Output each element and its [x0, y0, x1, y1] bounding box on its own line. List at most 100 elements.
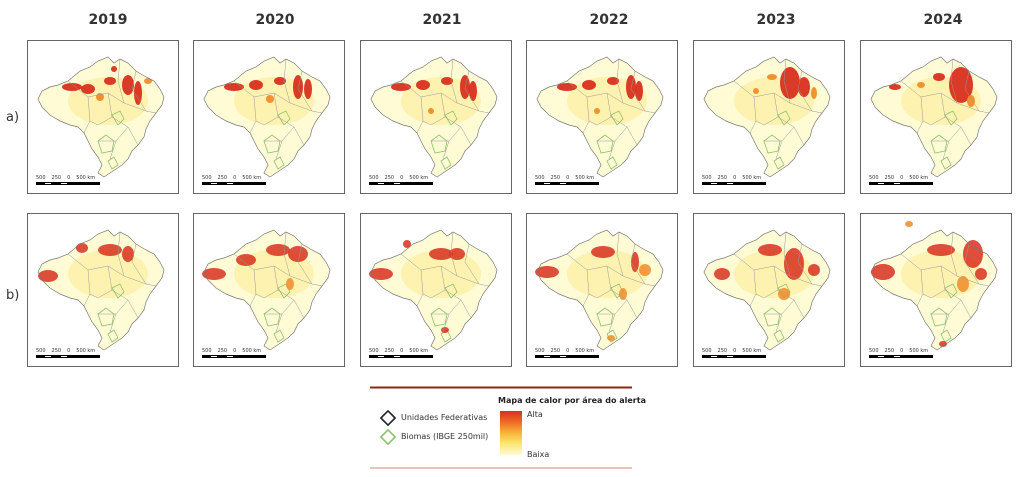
scale-bar-label: 500 — [702, 175, 712, 181]
heatmap-high-label: Alta — [527, 410, 543, 419]
scale-bar-label: 500 km — [575, 175, 595, 181]
biome-boundary — [930, 307, 948, 327]
heat-hotspot — [619, 288, 627, 300]
state-boundary — [255, 289, 279, 299]
biome-boundary — [107, 329, 119, 343]
state-boundary — [922, 289, 946, 299]
heat-hotspot — [939, 341, 947, 347]
heat-hotspot — [460, 75, 470, 99]
heat-hotspot — [957, 276, 969, 292]
heat-hotspot — [889, 84, 901, 90]
brazil-map — [870, 221, 998, 351]
state-boundary — [630, 70, 646, 112]
scale-bar: 500 250 0 500 km — [702, 175, 766, 185]
biome-boundary — [107, 156, 119, 170]
state-boundary — [783, 58, 791, 104]
state-boundary — [440, 92, 472, 146]
scale-bar-label: 250 — [384, 175, 395, 181]
scale-bar-label: 500 — [202, 175, 212, 181]
biome-boundary — [763, 134, 781, 154]
state-boundary — [297, 243, 313, 285]
heat-hotspot — [236, 254, 256, 266]
scale-bar-label: 0 — [566, 348, 570, 354]
heat-hotspot — [429, 248, 453, 260]
scale-bar-label: 250 — [550, 348, 561, 354]
country-border — [370, 56, 498, 178]
biome-boundary — [596, 134, 614, 154]
state-boundary — [297, 70, 313, 112]
scale-bar-label: 500 — [36, 348, 46, 354]
heat-hotspot — [758, 244, 782, 256]
heat-hotspot — [784, 248, 804, 280]
heat-hotspot — [714, 268, 730, 280]
brazil-map — [37, 56, 165, 178]
heatmap-color-ramp — [500, 411, 522, 455]
uf-label: Unidades Federativas — [401, 413, 488, 422]
scale-bar-label: 250 — [717, 348, 728, 354]
biome-boundary — [111, 110, 125, 126]
state-boundary — [773, 265, 805, 319]
biome-boundary — [596, 307, 614, 327]
biome-boundary — [944, 283, 958, 299]
country-border — [203, 56, 331, 178]
state-boundary — [67, 253, 125, 277]
heat-hotspot — [798, 77, 810, 97]
scale-bar-label: 500 — [869, 175, 879, 181]
heat-hotspot — [469, 81, 477, 101]
heat-hotspot — [122, 75, 134, 95]
scale-bar-label: 500 — [535, 175, 545, 181]
biome-boundary — [277, 110, 291, 126]
heat-hotspot — [81, 84, 95, 94]
biome-boundary — [444, 110, 458, 126]
year-header-2021: 2021 — [422, 12, 462, 28]
biome-boundary — [944, 110, 958, 126]
scale-bar-label: 250 — [384, 348, 395, 354]
heat-hotspot — [635, 81, 643, 101]
state-boundary — [422, 116, 446, 126]
map-panel-a-2022: 500 250 0 500 km — [526, 40, 678, 194]
country-border — [703, 229, 831, 351]
year-header-2022: 2022 — [589, 12, 629, 28]
state-boundary — [733, 253, 791, 277]
heat-hotspot — [535, 266, 559, 278]
state-boundary — [440, 265, 472, 319]
scale-bar-label: 500 km — [575, 348, 595, 354]
heat-hotspot — [104, 77, 116, 85]
heat-hotspot — [905, 221, 913, 227]
scale-bar-label: 500 — [869, 348, 879, 354]
heat-hotspot — [441, 327, 449, 333]
scale-bar: 500 250 0 500 km — [535, 175, 599, 185]
map-panel-a-2019: 500 250 0 500 km — [27, 40, 179, 194]
heat-hotspot — [871, 264, 895, 280]
brazil-map — [203, 56, 331, 178]
biome-boundary — [273, 156, 285, 170]
scale-bar-label: 0 — [67, 175, 71, 181]
heat-hotspot — [963, 240, 983, 268]
legend-bottom-rule — [370, 467, 632, 469]
country-border — [37, 229, 165, 351]
state-boundary — [233, 80, 291, 104]
state-boundary — [273, 265, 305, 319]
map-panel-a-2023: 500 250 0 500 km — [693, 40, 845, 194]
state-boundary — [283, 231, 291, 277]
scale-bar-label: 500 km — [909, 348, 929, 354]
state-boundary — [273, 92, 305, 146]
scale-bar-label: 500 km — [242, 348, 262, 354]
uf-symbol-icon — [380, 410, 396, 426]
heat-hotspot — [428, 108, 434, 114]
brazil-map — [37, 229, 165, 351]
heat-haze — [68, 250, 148, 298]
state-boundary — [117, 231, 125, 277]
biome-boundary — [97, 307, 115, 327]
scale-bar: 500 250 0 500 km — [535, 348, 599, 358]
state-boundary — [950, 58, 958, 104]
heat-hotspot — [266, 244, 290, 256]
country-border — [370, 229, 498, 351]
state-boundary — [616, 58, 624, 104]
scale-bar-label: 0 — [733, 348, 737, 354]
scale-bar-label: 500 km — [742, 175, 762, 181]
biome-boundary — [940, 329, 952, 343]
map-panel-b-2023: 500 250 0 500 km — [693, 213, 845, 367]
heat-hotspot — [416, 80, 430, 90]
heat-hotspot — [76, 243, 88, 253]
